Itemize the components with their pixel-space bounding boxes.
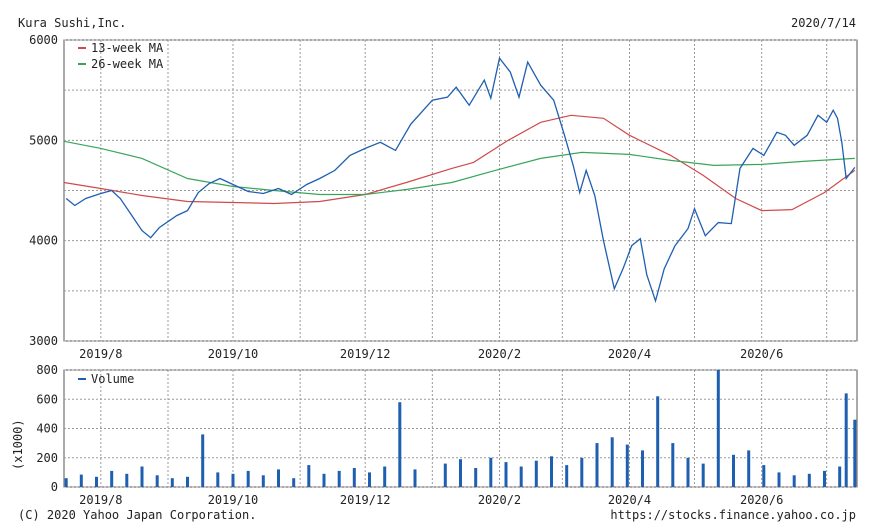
price-x-tick-label: 2019/12 [340, 347, 391, 361]
company-name: Kura Sushi,Inc. [18, 16, 127, 30]
volume-bar [580, 457, 584, 488]
price-x-ticks: 2019/8 2019/10 2019/12 2020/2 2020/4 2020/6 [79, 347, 783, 361]
volume-bar [474, 468, 478, 487]
price-y-ticks: 3000 4000 5000 6000 [29, 33, 58, 348]
volume-bar [368, 472, 371, 487]
volume-bar [352, 468, 356, 487]
volume-bar [322, 473, 326, 487]
legend-label: Volume [91, 372, 134, 386]
volume-bar [747, 450, 751, 487]
volume-bar [686, 457, 690, 488]
volume-bar [504, 462, 508, 487]
volume-x-tick-label: 2019/8 [79, 493, 122, 507]
volume-x-tick-label: 2020/6 [740, 493, 783, 507]
volume-bar [216, 472, 220, 487]
volume-bar [641, 450, 644, 487]
volume-bar [807, 473, 811, 487]
volume-bar [246, 470, 250, 487]
volume-bar [95, 476, 98, 487]
volume-bar [519, 466, 523, 487]
volume-bar [125, 473, 129, 487]
price-y-tick-label: 6000 [29, 33, 58, 47]
volume-bar [656, 396, 660, 487]
volume-bar [261, 475, 265, 487]
volume-bar [838, 466, 842, 487]
legend-label: 26-week MA [91, 57, 164, 71]
volume-bar [64, 478, 68, 487]
price-y-tick-label: 5000 [29, 133, 58, 147]
volume-bar [844, 393, 848, 487]
price-lines [63, 56, 856, 304]
volume-bars [64, 370, 857, 488]
volume-bar [413, 469, 417, 487]
volume-bar [762, 465, 766, 487]
price-panel: 3000 4000 5000 6000 2019/8 2019/10 2019/12 202… [29, 33, 858, 361]
volume-bar [292, 478, 296, 487]
volume-bar [853, 419, 857, 487]
volume-bar [823, 470, 826, 487]
volume-x-tick-label: 2020/2 [478, 493, 521, 507]
13-week-ma-line [63, 114, 856, 212]
volume-bar [732, 454, 735, 487]
volume-y-ticks: 0 200 400 600 800 [36, 363, 58, 494]
volume-bar [443, 463, 447, 487]
price-x-tick-label: 2019/8 [79, 347, 122, 361]
volume-bar [186, 476, 189, 487]
legend-label: 13-week MA [91, 41, 164, 55]
volume-bar [231, 473, 235, 487]
volume-bar [307, 465, 311, 487]
volume-bar [201, 434, 205, 487]
volume-y-tick-label: 400 [36, 422, 58, 436]
price-grid [64, 39, 857, 342]
volume-bar [459, 459, 462, 487]
copyright-text: (C) 2020 Yahoo Japan Corporation. [18, 508, 257, 522]
volume-bar [155, 475, 159, 487]
price-x-tick-label: 2019/10 [208, 347, 259, 361]
volume-y-axis-label: (x1000) [11, 419, 25, 470]
volume-bar [565, 465, 569, 487]
volume-y-tick-label: 600 [36, 392, 58, 406]
volume-bar [610, 437, 614, 487]
volume-y-tick-label: 800 [36, 363, 58, 377]
volume-bar [383, 466, 387, 487]
price-y-tick-label: 3000 [29, 334, 58, 348]
volume-bar [716, 370, 720, 487]
volume-bar [550, 456, 553, 487]
price-legend: 13-week MA 26-week MA [78, 41, 164, 71]
price-x-tick-label: 2020/2 [478, 347, 521, 361]
volume-bar [110, 470, 114, 487]
volume-x-tick-label: 2019/12 [340, 493, 391, 507]
volume-bar [701, 463, 705, 487]
26-week-ma-line [63, 140, 855, 196]
volume-bar [595, 443, 599, 487]
volume-grid [64, 369, 857, 488]
volume-bar [625, 444, 629, 487]
volume-bar [79, 474, 83, 487]
volume-y-tick-label: 0 [51, 480, 58, 494]
price-y-tick-label: 4000 [29, 234, 58, 248]
volume-bar [337, 470, 341, 487]
volume-y-tick-label: 200 [36, 451, 58, 465]
volume-bar [671, 443, 675, 487]
price-x-tick-label: 2020/6 [740, 347, 783, 361]
volume-x-ticks: 2019/8 2019/10 2019/12 2020/2 2020/4 2020/6 [79, 493, 783, 507]
volume-panel: 0 200 400 600 800 2019/8 2019/10 2019/12 2020/2… [11, 363, 858, 507]
volume-bar [489, 457, 493, 488]
volume-x-tick-label: 2020/4 [608, 493, 651, 507]
volume-bar [277, 469, 280, 487]
volume-bar [534, 460, 538, 487]
volume-bar [140, 466, 144, 487]
price-line [65, 56, 856, 304]
volume-x-tick-label: 2019/10 [208, 493, 259, 507]
volume-bar [170, 478, 174, 487]
volume-bar [398, 402, 402, 487]
volume-bar [777, 472, 781, 487]
source-url[interactable]: https://stocks.finance.yahoo.co.jp [610, 508, 856, 522]
volume-legend: Volume [78, 372, 134, 386]
volume-bar [792, 475, 796, 487]
chart-date: 2020/7/14 [790, 16, 856, 30]
price-x-tick-label: 2020/4 [608, 347, 651, 361]
